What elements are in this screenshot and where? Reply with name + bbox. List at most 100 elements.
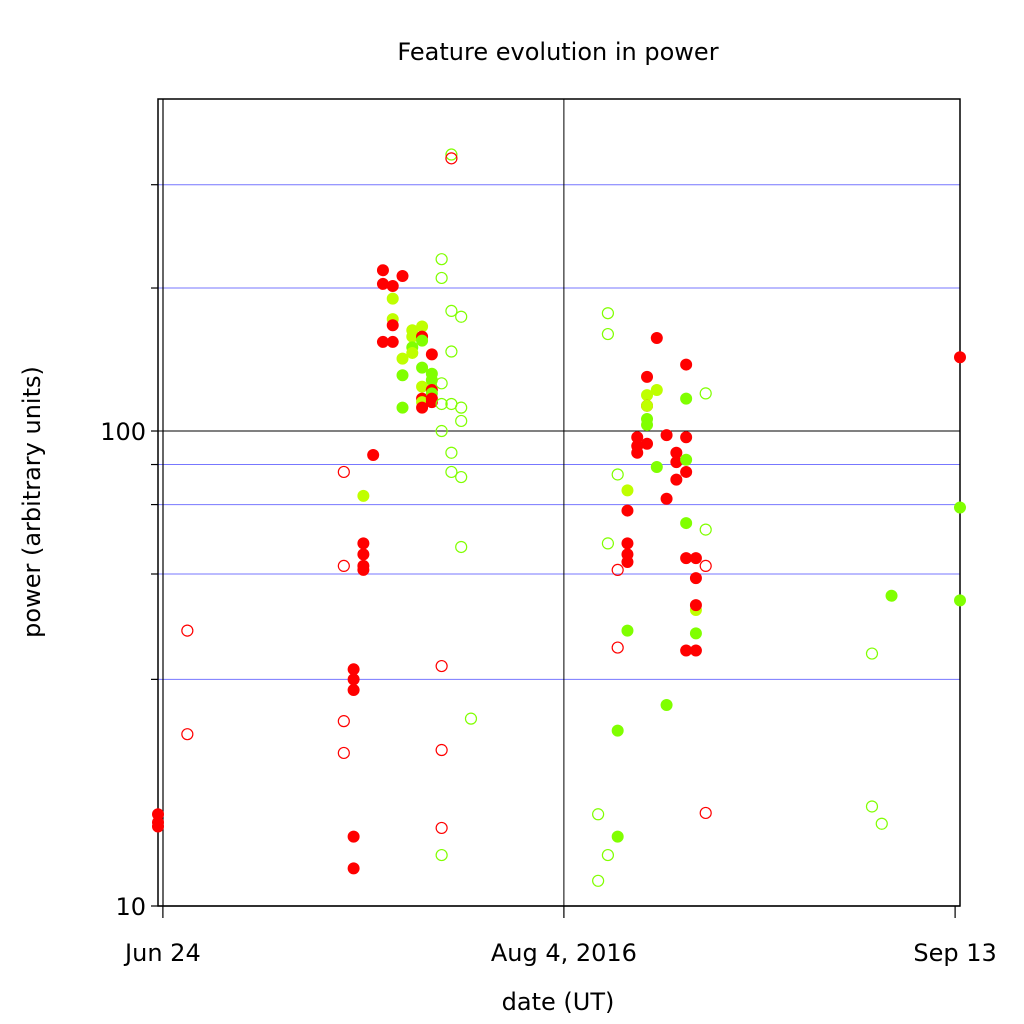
chart-title: Feature evolution in power [397, 38, 718, 66]
data-point [611, 830, 624, 843]
data-point [357, 489, 370, 502]
data-point [396, 352, 409, 365]
data-point [435, 821, 448, 835]
data-point [435, 743, 448, 757]
data-point [699, 806, 712, 820]
data-point [689, 599, 702, 612]
data-point [611, 563, 624, 577]
data-point [670, 473, 683, 486]
data-point [445, 152, 458, 165]
data-point [435, 848, 448, 862]
data-point [660, 429, 673, 442]
data-point [601, 327, 615, 341]
data-point [689, 627, 702, 640]
data-point [464, 712, 478, 725]
data-point [611, 468, 624, 481]
data-point [357, 563, 370, 576]
data-point [680, 431, 693, 444]
data-point [641, 418, 654, 431]
data-point [337, 465, 350, 479]
data-point [337, 559, 350, 573]
data-point [621, 504, 634, 517]
data-point [455, 401, 468, 414]
data-point [699, 559, 712, 573]
x-tick-label: Jun 24 [123, 939, 201, 967]
data-point [386, 292, 399, 305]
data-point [357, 548, 370, 561]
data-point [347, 683, 360, 696]
data-point [347, 862, 360, 875]
data-point [455, 310, 468, 323]
data-point [337, 746, 350, 760]
data-point [699, 387, 712, 400]
data-point [396, 269, 409, 282]
data-point [435, 424, 448, 438]
data-point [650, 331, 663, 344]
data-point [416, 401, 429, 414]
data-point [386, 335, 399, 348]
grid-lines [158, 99, 960, 907]
data-point [425, 396, 438, 409]
data-point [376, 264, 389, 277]
data-point [611, 641, 624, 654]
data-point [621, 537, 634, 550]
data-point [347, 830, 360, 843]
data-point [641, 370, 654, 383]
data-point [181, 624, 194, 637]
data-point [592, 808, 605, 821]
data-point [680, 453, 693, 466]
data-point [367, 449, 380, 462]
data-point [386, 279, 399, 292]
data-point [445, 446, 458, 459]
data-point [396, 369, 409, 382]
data-point [680, 392, 693, 405]
data-point [621, 624, 634, 637]
data-point [396, 401, 409, 414]
data-point [592, 874, 605, 887]
data-point [435, 253, 448, 266]
data-point [386, 319, 399, 332]
y-tick-label: 100 [100, 418, 146, 446]
data-point [689, 552, 702, 565]
data-point [445, 465, 458, 479]
data-point [601, 537, 615, 550]
data-point [445, 148, 458, 161]
data-point [650, 383, 663, 396]
data-point [416, 320, 429, 333]
data-point [601, 307, 615, 320]
data-point [455, 470, 468, 484]
data-point [680, 517, 693, 530]
y-tick-label: 10 [115, 893, 146, 921]
data-point [621, 555, 634, 568]
ticks: 10 100 Jun 24 Aug 4, 2016 Sep 13 [100, 184, 997, 967]
axes [157, 98, 961, 907]
data-point [601, 848, 615, 862]
data-point [621, 484, 634, 497]
data-point [416, 361, 429, 374]
data-point [347, 673, 360, 686]
data-point [435, 271, 448, 285]
x-tick-label: Sep 13 [913, 939, 996, 967]
data-point [455, 414, 468, 428]
data-point [337, 715, 350, 728]
data-point [376, 277, 389, 290]
data-point [416, 334, 429, 347]
data-point [641, 399, 654, 412]
data-point [445, 345, 458, 358]
y-axis-label: power (arbitrary units) [18, 366, 46, 638]
data-point [954, 594, 966, 607]
plot-frame [157, 98, 961, 907]
data-point [885, 589, 898, 602]
data-point [680, 358, 693, 371]
data-point [455, 540, 468, 554]
data-point [357, 537, 370, 550]
data-point [181, 728, 194, 741]
data-point [650, 460, 663, 473]
data-point [660, 698, 673, 711]
data-point [689, 644, 702, 657]
data-point [954, 351, 966, 364]
data-point [347, 663, 360, 676]
x-axis-label: date (UT) [502, 988, 615, 1016]
data-point [641, 437, 654, 450]
data-point [152, 820, 164, 833]
